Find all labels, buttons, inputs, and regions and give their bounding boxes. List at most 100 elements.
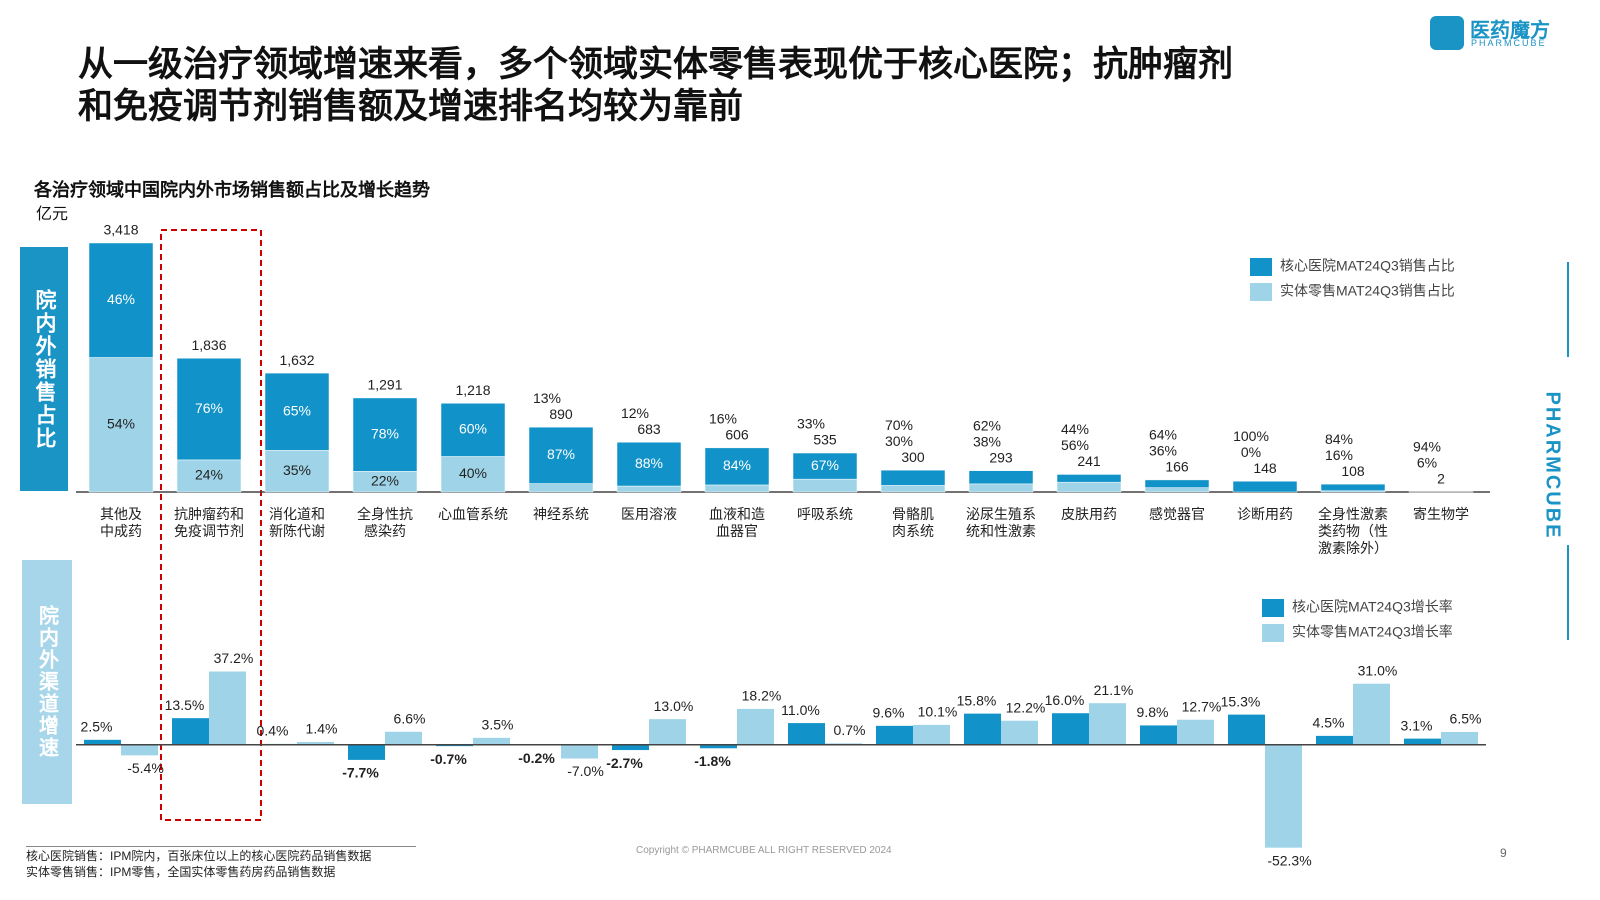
share-label: 67% [811,457,839,473]
share-label: 60% [459,421,487,437]
share-label: 88% [635,455,663,471]
bar-segment [704,484,770,493]
copyright: Copyright © PHARMCUBE ALL RIGHT RESERVED… [636,845,892,856]
value-label: 10.1% [918,704,958,720]
share-label: 24% [195,467,223,483]
bar-segment [264,372,330,451]
share-label: 44% [1061,421,1089,437]
share-label: 56% [1061,437,1089,453]
total-label: 293 [989,449,1013,465]
bar-segment [88,242,154,358]
bar [649,719,686,745]
category-label: 消化道和 新陈代谢 [269,506,325,539]
bar-segment [1320,483,1386,491]
share-label: 84% [723,457,751,473]
total-label: 1,218 [455,382,490,398]
value-label: 6.6% [394,710,426,726]
category-label: 医用溶液 [621,506,677,522]
total-label: 1,632 [279,352,314,368]
bar-segment [352,397,418,472]
logo-sub: PHARMCUBE [1471,38,1547,48]
bar [876,725,913,745]
value-label: 15.3% [1221,693,1261,709]
value-label: -0.7% [430,751,467,767]
bar [700,744,737,749]
bar-segment [792,452,858,480]
note-rule [26,846,416,847]
bar [561,744,598,759]
category-label: 泌尿生殖系 统和性激素 [966,506,1036,539]
bar-segment [176,357,242,461]
bar-segment [1232,480,1298,493]
bar [1001,720,1038,745]
bar [297,741,334,745]
value-label: -52.3% [1267,852,1311,868]
share-label: 16% [1325,447,1353,463]
value-label: -5.4% [127,760,164,776]
value-label: 12.2% [1006,699,1046,715]
value-label: 9.8% [1137,704,1169,720]
category-label: 全身性激素 类药物（性 激素除外） [1318,506,1388,556]
note: 核心医院销售：IPM院内，百张床位以上的核心医院药品销售数据 [26,849,372,863]
chart-title: 各治疗领域中国院内外市场销售额占比及增长趋势 [34,180,430,200]
bar [788,723,825,745]
bar [209,671,246,745]
value-label: 16.0% [1045,692,1085,708]
bar [1353,683,1390,745]
bar [84,739,121,745]
bar-segment [528,483,594,493]
side-label: 院内外渠道增速 [22,560,72,804]
share-label: 38% [973,433,1001,449]
share-label: 84% [1325,431,1353,447]
share-label: 78% [371,425,399,441]
value-label: 0.4% [257,723,289,739]
share-label: 35% [283,462,311,478]
value-label: 0.7% [834,722,866,738]
bar-segment [968,483,1034,493]
value-label: -0.2% [518,750,555,766]
note: 实体零售销售：IPM零售，全国实体零售药房药品销售数据 [26,865,336,879]
bar [1265,744,1302,848]
total-label: 148 [1253,460,1277,476]
total-label: 300 [901,449,925,465]
bar-segment [264,450,330,493]
share-label: 22% [371,472,399,488]
value-label: -2.7% [606,755,643,771]
bar-segment [880,469,946,486]
bar-segment [1056,481,1122,493]
bar [913,724,950,745]
legend-swatch [1262,599,1284,617]
category-label: 全身性抗 感染药 [357,506,413,539]
total-label: 3,418 [103,222,138,238]
share-label: 13% [533,390,561,406]
category-label: 寄生物学 [1413,506,1469,522]
value-label: 3.1% [1401,717,1433,733]
legend-label: 实体零售MAT24Q3销售占比 [1280,283,1455,299]
category-label: 心血管系统 [438,506,508,522]
category-label: 皮肤用药 [1061,506,1117,522]
bar [1404,738,1441,745]
share-label: 100% [1233,428,1269,444]
total-label: 535 [813,432,837,448]
share-label: 65% [283,402,311,418]
bar [1140,725,1177,745]
total-label: 2 [1437,471,1445,487]
share-label: 70% [885,417,913,433]
bar [385,731,422,745]
value-label: 21.1% [1094,682,1134,698]
bar-segment [440,403,506,457]
total-label: 890 [549,406,573,422]
highlight-box [160,229,262,821]
share-label: 12% [621,405,649,421]
side-label: 院内外销售占比 [20,247,68,491]
category-label: 其他及 中成药 [100,506,142,539]
share-label: 40% [459,465,487,481]
bar [1316,735,1353,745]
value-label: 18.2% [742,688,782,704]
page-number: 9 [1500,846,1507,860]
bar-segment [616,485,682,493]
bar [348,744,385,760]
unit: 亿元 [36,206,69,223]
bar [121,744,158,756]
